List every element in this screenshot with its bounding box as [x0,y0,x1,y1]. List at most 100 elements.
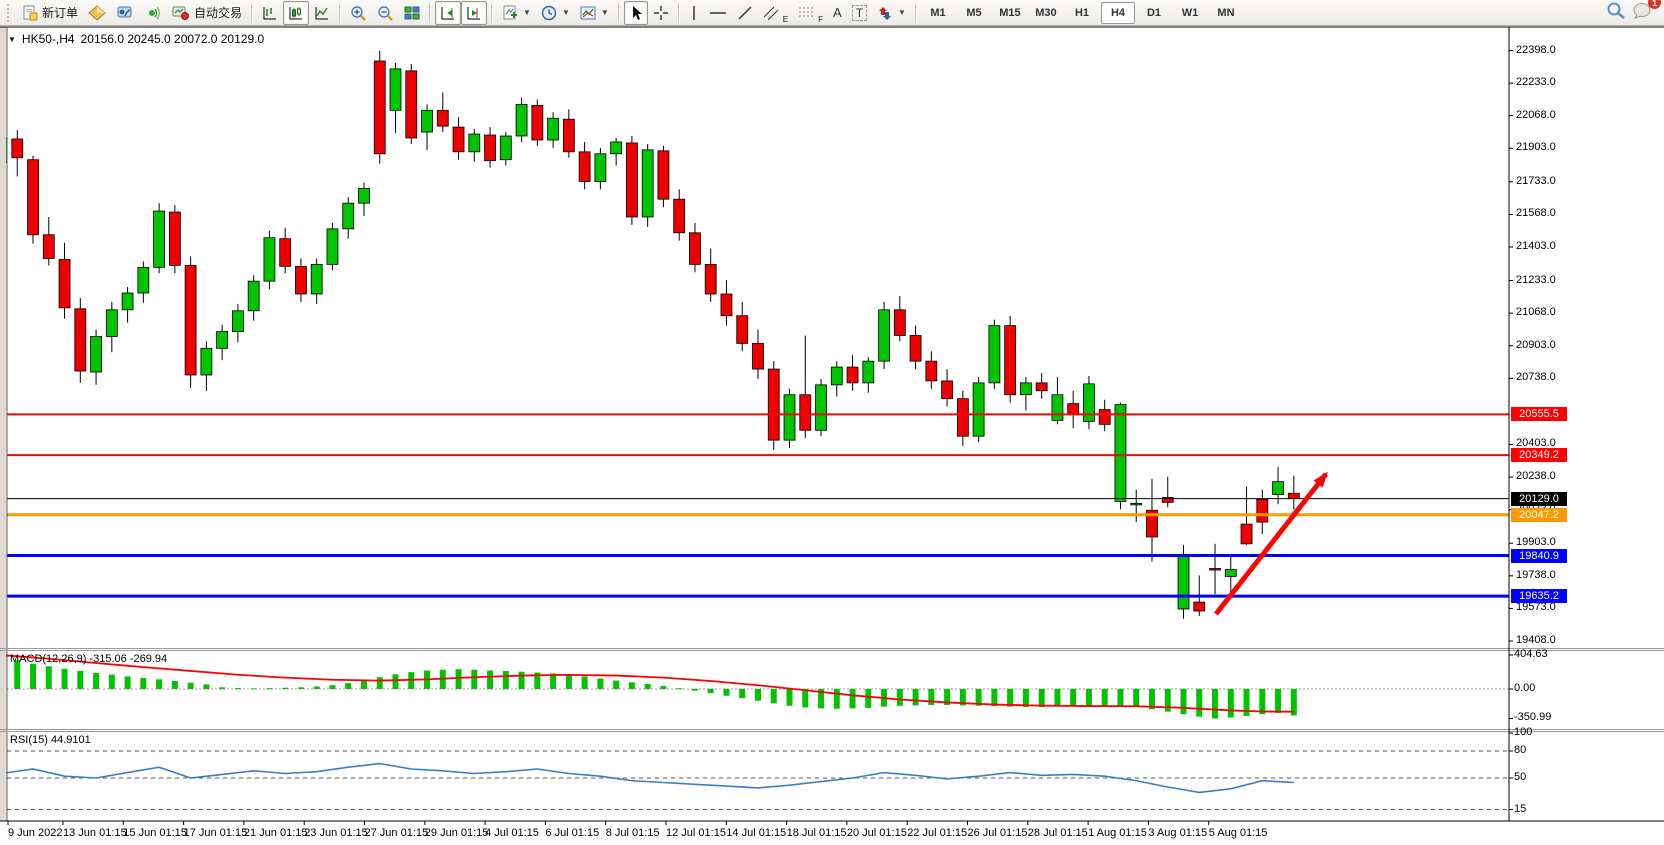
candle-body [1083,383,1095,422]
macd-bar [991,689,998,707]
macd-bar [723,689,730,696]
macd-bar [644,683,651,689]
tile-windows-button[interactable] [399,1,425,25]
zoom-out-button[interactable] [372,1,399,25]
text-tool-button[interactable]: A [828,1,847,25]
candle-body [90,336,102,373]
macd-bar [1101,689,1108,706]
chart-shift-button[interactable] [461,0,488,25]
toolbar-drag-handle[interactable] [7,3,14,22]
timeframe-button-w1[interactable]: W1 [1181,6,1199,19]
candle-body [1130,502,1143,506]
macd-histogram [0,657,1297,719]
toolbar-separator [429,2,432,23]
timeframe-group: M1 M5 M15 M30 H1 H4 D1 W1 MN [921,1,1243,24]
price-axis-label: 21068.0 [1516,306,1556,319]
sonar-button[interactable] [139,1,167,25]
macd-bar [124,676,131,689]
candle-body [1146,509,1158,538]
trendline-tool-button[interactable] [732,1,758,25]
arrows-tool-button[interactable]: ▼ [872,1,911,25]
new-order-label: 新订单 [42,6,79,20]
candle-body [153,210,166,268]
candle-body [862,360,875,384]
macd-bar [61,668,68,689]
timeframe-button-m30[interactable]: M30 [1035,6,1057,19]
timeframe-button-h1[interactable]: H1 [1074,6,1089,19]
time-axis-label: 20 Jul 01:15 [846,827,907,839]
macd-bar [203,684,210,689]
chat-unread-badge: 1 [1648,0,1661,9]
text-label-tool-button[interactable]: T [847,1,872,25]
price-axis-label: 20403.0 [1516,437,1556,450]
candle-body [767,368,780,441]
price-axis-label: 22233.0 [1516,76,1556,89]
new-chart-button[interactable]: ▼ [497,1,536,25]
candle-body [1035,382,1048,392]
macd-bar [266,688,273,690]
chart-candles-button[interactable] [283,0,310,25]
autotrading-button[interactable]: 自动交易 [167,1,247,25]
candle-body [594,153,607,182]
toolbar-separator [339,2,342,23]
candle-body [657,150,670,200]
candle-body [421,109,433,133]
auto-scroll-button[interactable] [435,0,462,25]
candle-body [405,70,418,139]
macd-indicator-label: MACD(12,26,9) -315.06 -269.94 [10,653,168,665]
candle-body [263,237,276,282]
macd-bar [1275,689,1282,713]
channel-tool-button[interactable]: E [758,1,793,25]
candle-body [830,366,843,386]
time-axis-label: 9 Jun 2022 [8,827,63,839]
candle-body [295,265,307,295]
rsi-axis-label: 80 [1514,744,1527,756]
new-order-button[interactable]: 新订单 [17,1,83,25]
rsi-axis-label: 15 [1514,802,1527,815]
candle-body [1114,404,1127,502]
time-axis-label: 18 Jul 01:15 [786,827,847,839]
timeframe-button-d1[interactable]: D1 [1146,6,1161,19]
periods-button[interactable]: ▼ [536,1,575,25]
candle-body [1067,403,1080,415]
search-icon[interactable] [1606,1,1626,24]
candle-body [752,342,764,370]
cursor-tool-button[interactable] [623,0,648,25]
crosshair-tool-button[interactable] [648,1,674,25]
time-axis-label: 6 Jul 01:15 [545,827,600,839]
vertical-line-tool-button[interactable] [684,1,704,25]
candle-body [1287,492,1300,500]
candle-body [689,232,701,265]
zoom-in-button[interactable] [345,1,372,25]
metaeditor-button[interactable] [111,1,139,25]
styler-button[interactable] [83,1,111,25]
fibonacci-tool-button[interactable]: F [793,1,828,25]
chart-bars-button[interactable] [257,1,283,25]
time-axis-label: 14 Jul 01:15 [726,827,787,839]
chart-window[interactable]: ▼ HK50-,H4 20156.0 20245.0 20072.0 20129… [0,26,1664,845]
chart-symbol-period: HK50-,H4 [21,32,75,46]
templates-button[interactable]: ▼ [575,1,614,25]
price-axis-label: 20238.0 [1516,470,1556,483]
equidistant-channel-icon [763,5,779,21]
macd-bar [739,689,746,699]
macd-bar [1117,689,1124,706]
fibonacci-icon [798,5,814,21]
collapse-triangle-icon[interactable]: ▼ [8,34,16,44]
macd-bar [502,670,509,689]
macd-bar [597,678,604,689]
chart-line-button[interactable] [309,1,335,25]
timeframe-button-m15[interactable]: M15 [999,6,1021,19]
macd-bar [1148,689,1155,710]
timeframe-button-mn[interactable]: MN [1217,6,1235,19]
chart-ohlc-values: 20156.0 20245.0 20072.0 20129.0 [80,32,265,46]
horizontal-line-tool-button[interactable] [704,1,732,25]
candle-body [373,60,386,155]
timeframe-button-h4[interactable]: H4 [1100,1,1135,24]
timeframe-button-m1[interactable]: M1 [930,6,946,19]
macd-bar [1227,689,1234,718]
timeframe-button-m5[interactable]: M5 [966,6,982,19]
candle-body [925,360,938,382]
chat-button[interactable]: 1 [1632,0,1661,24]
candle-body [389,68,402,111]
